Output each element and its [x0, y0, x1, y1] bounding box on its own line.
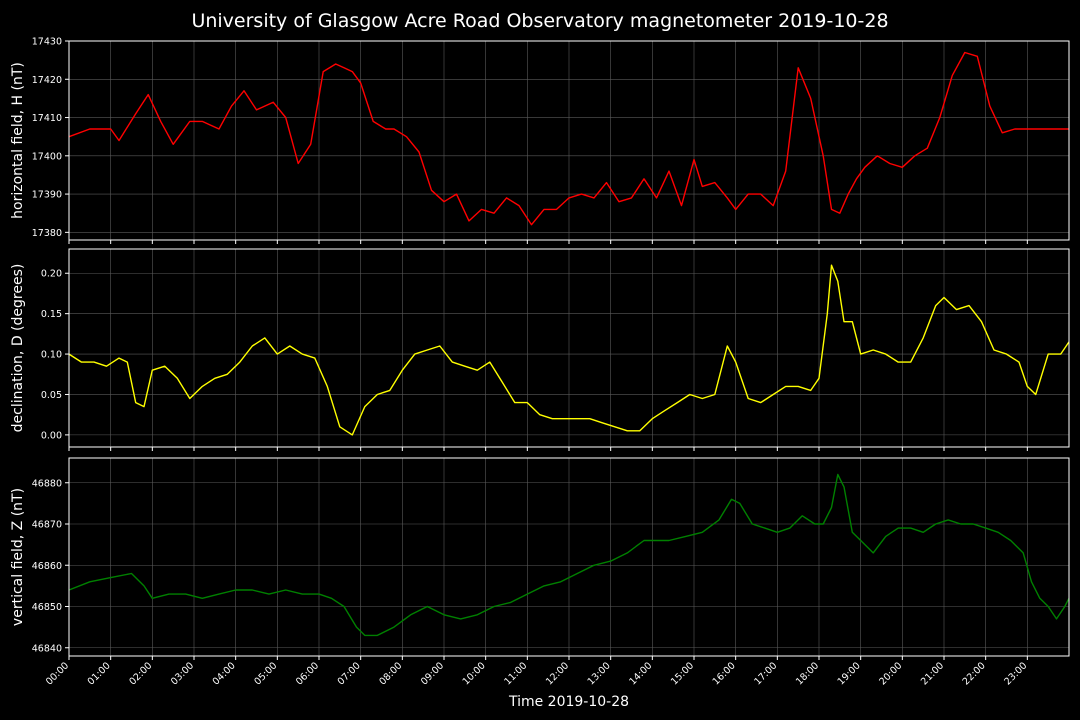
y-tick-label: 17380: [32, 228, 62, 239]
y-tick-label: 0.15: [41, 309, 62, 320]
x-tick-label: 22:00: [961, 660, 988, 687]
y-tick-label: 17410: [32, 113, 62, 124]
x-tick-label: 14:00: [627, 660, 654, 687]
series-line-z: [68, 473, 1070, 637]
x-tick-label: 18:00: [794, 660, 821, 687]
series-line-h: [68, 51, 1069, 226]
y-tick-label: 17390: [32, 190, 62, 201]
x-tick-label: 03:00: [169, 660, 196, 687]
x-tick-label: 08:00: [377, 660, 404, 687]
x-tick-label: 13:00: [586, 660, 613, 687]
y-tick-label: 17400: [32, 151, 62, 162]
series-line-d: [68, 264, 1070, 436]
y-tick-label: 0.10: [41, 350, 62, 361]
x-tick-label: 23:00: [1002, 660, 1029, 687]
y-tick-label: 0.20: [41, 269, 62, 280]
chart-title: University of Glasgow Acre Road Observat…: [191, 10, 889, 32]
x-tick-label: 12:00: [544, 660, 571, 687]
x-tick-label: 16:00: [711, 660, 738, 687]
x-tick-label: 09:00: [419, 660, 446, 687]
panel-frame: [68, 40, 1070, 241]
panel-z: 46840 46850 46860 46870 46880 vertical field,…: [10, 457, 1070, 660]
x-tick-label: 10:00: [461, 660, 488, 687]
y-tick-label: 46840: [32, 643, 62, 654]
y-axis-label-d: declination, D (degrees): [10, 264, 26, 433]
y-tick-label: 17420: [32, 75, 62, 86]
x-tick-label: 19:00: [836, 660, 863, 687]
x-tick-label: 06:00: [294, 660, 321, 687]
x-tick-label: 20:00: [877, 660, 904, 687]
x-tick-label: 07:00: [336, 660, 363, 687]
y-tick-label: 0.05: [41, 390, 62, 401]
x-tick-label: 05:00: [252, 660, 279, 687]
panel-frame: [68, 457, 1070, 657]
y-tick-label: 0.00: [41, 430, 62, 441]
x-tick-label: 15:00: [669, 660, 696, 687]
x-tick-label: 21:00: [919, 660, 946, 687]
y-tick-label: 46870: [32, 520, 62, 531]
y-axis-label-z: vertical field, Z (nT): [10, 488, 26, 626]
panel-h: 17380 17390 17400 17410 17420 17430 horizontal…: [10, 37, 1070, 244]
y-tick-label: 17430: [32, 37, 62, 48]
x-axis-label: Time 2019-10-28: [508, 694, 629, 710]
x-tick-label: 17:00: [752, 660, 779, 687]
x-tick-label: 04:00: [211, 660, 238, 687]
panel-frame: [68, 248, 1070, 448]
x-tick-label: 01:00: [86, 660, 113, 687]
x-tick-label: 11:00: [502, 660, 529, 687]
y-tick-label: 46860: [32, 561, 62, 572]
y-axis-label-h: horizontal field, H (nT): [10, 62, 26, 219]
panel-d: 0.00 0.05 0.10 0.15 0.20 declination, D (degr…: [10, 248, 1070, 451]
y-tick-label: 46850: [32, 602, 62, 613]
x-tick-label: 00:00: [44, 660, 71, 687]
y-tick-label: 46880: [32, 478, 62, 489]
x-tick-label: 02:00: [127, 660, 154, 687]
